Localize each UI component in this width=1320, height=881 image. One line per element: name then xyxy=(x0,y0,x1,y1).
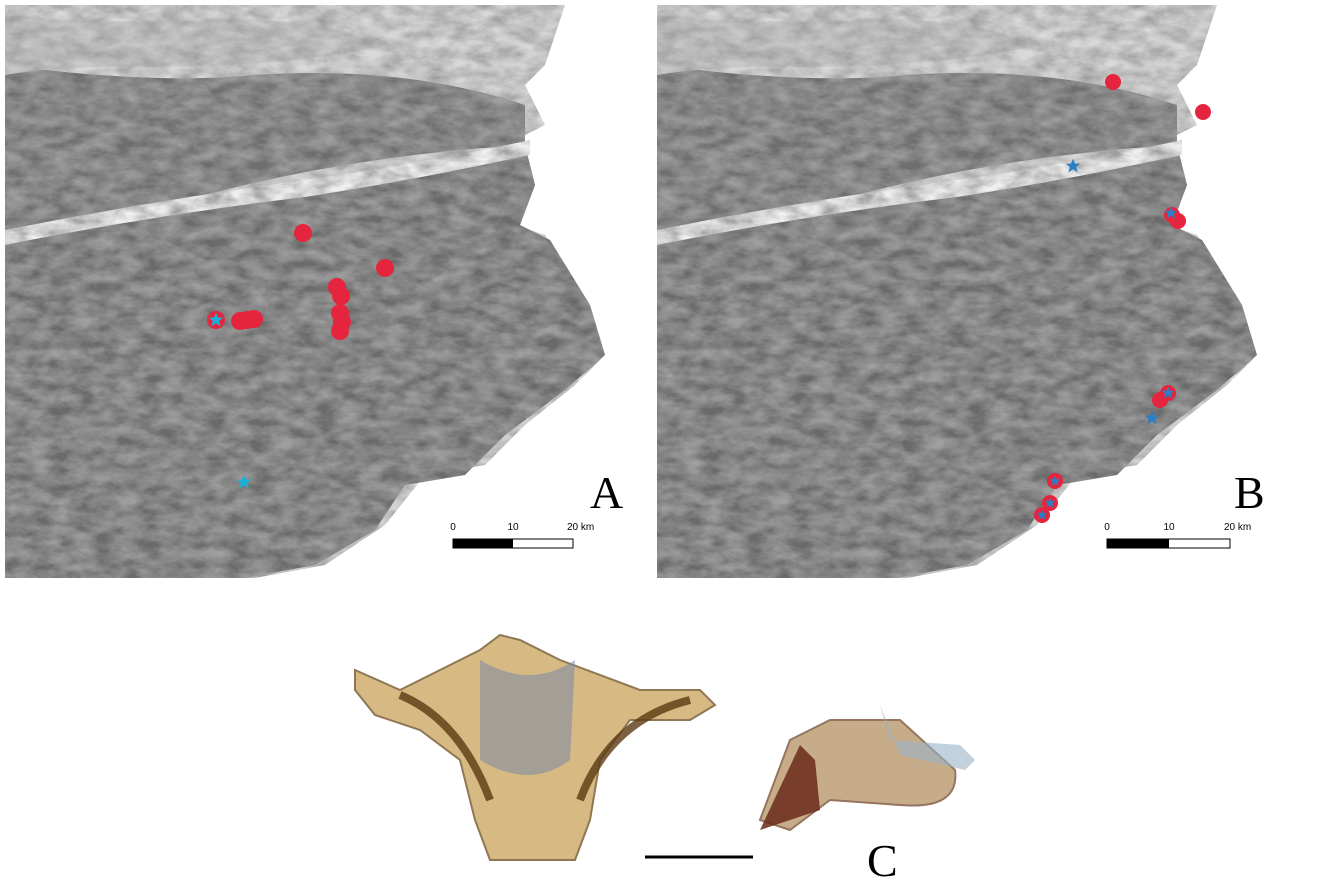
figure: A 0 10 20 km B 0 10 20 km xyxy=(0,0,1320,881)
scale-bar: 0 10 20 km xyxy=(450,522,594,548)
panel-label: C xyxy=(867,835,898,881)
scale-label: 10 xyxy=(507,522,519,533)
scale-label: 0 xyxy=(450,522,456,533)
scale-label: 0 xyxy=(1104,522,1110,533)
scale-bar: 0 10 20 km xyxy=(1104,522,1251,548)
map-a xyxy=(5,5,605,578)
map-b xyxy=(657,5,1257,578)
scale-label: 20 km xyxy=(567,522,594,533)
scale-label: 10 xyxy=(1163,522,1175,533)
panel-label: A xyxy=(590,467,623,518)
scale-label: 20 km xyxy=(1224,522,1251,533)
panel-label: B xyxy=(1234,467,1265,518)
specimen xyxy=(355,635,975,860)
